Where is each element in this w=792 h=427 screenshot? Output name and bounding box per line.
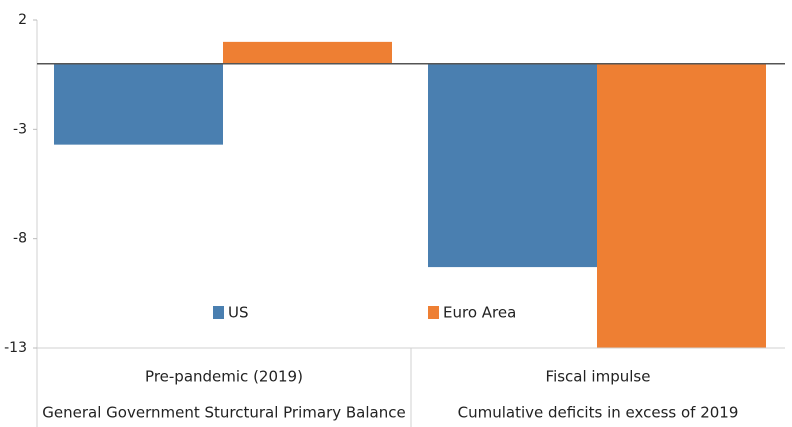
y-tick-label: 2 [18,12,27,28]
y-tick-label: -3 [13,121,27,137]
bar [428,63,597,268]
category-description: Cumulative deficits in excess of 2019 [458,404,739,422]
bar [597,63,766,348]
x-tick-label: Fiscal impulse [546,368,651,386]
y-tick-label: -8 [13,231,27,247]
legend-swatch [428,306,439,319]
legend-label: Euro Area [443,304,516,322]
x-tick-label: Pre-pandemic (2019) [145,368,303,386]
bar [223,41,392,64]
category-description: General Government Sturctural Primary Ba… [42,404,405,422]
legend-swatch [213,306,224,319]
legend-label: US [228,304,249,322]
y-tick-label: -13 [4,340,27,356]
bar [54,63,223,145]
